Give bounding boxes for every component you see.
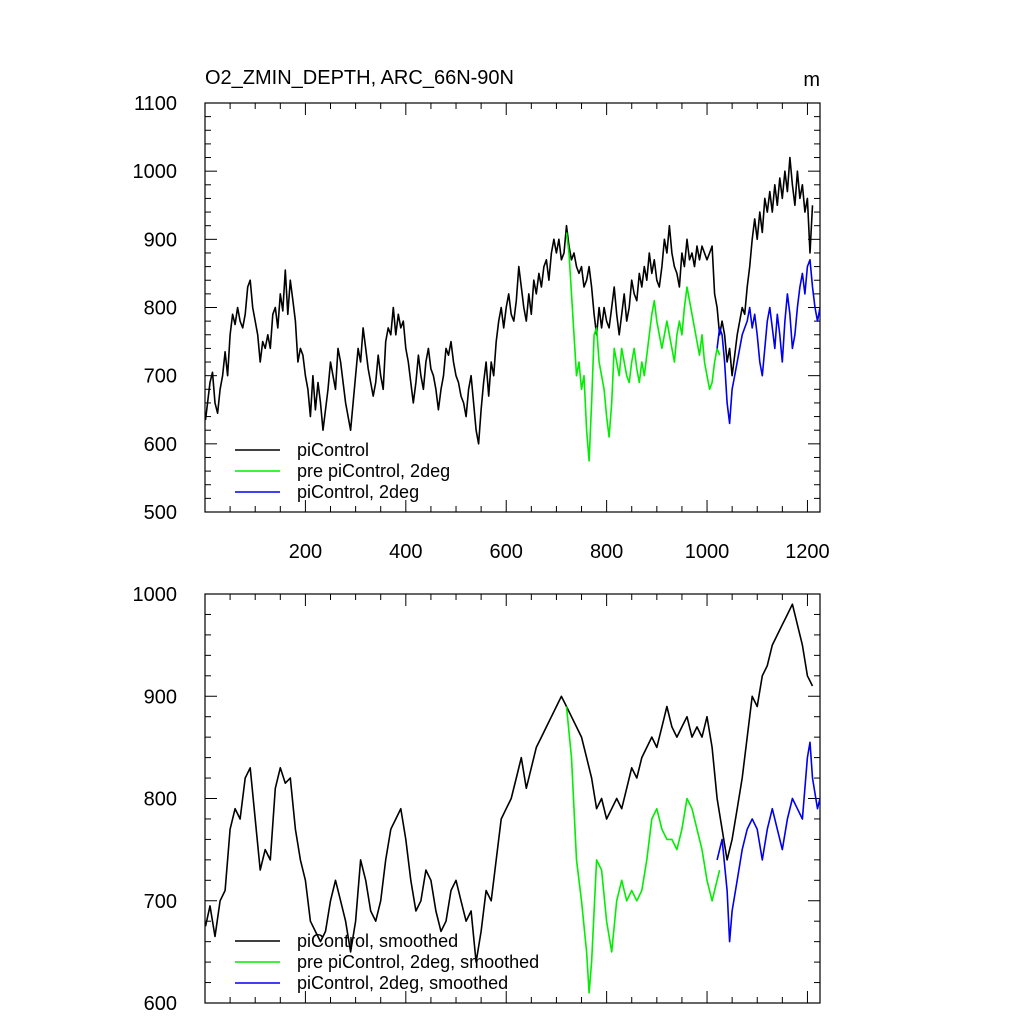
top-xtick-label: 600 [490,541,523,563]
top-xtick-label: 400 [389,541,422,563]
top-xtick-label: 1200 [785,541,830,563]
top-xtick-label: 200 [289,541,322,563]
top-ytick-label: 800 [144,298,177,320]
top-series-group [205,156,820,462]
bottom-legend-label: piControl, 2deg, smoothed [297,973,508,993]
chart-title: O2_ZMIN_DEPTH, ARC_66N-90N [205,67,514,89]
top-series-line-1 [565,232,721,462]
bottom-ytick-label: 600 [144,993,177,1015]
top-ytick-label: 900 [144,229,177,251]
bottom-series-group [205,603,820,994]
bottom-legend-label: piControl, smoothed [297,931,458,951]
top-ytick-label: 1000 [133,161,178,183]
top-panel: 500 600 700 800 900 1000 1100 200 400 600 800 1000 1… [133,93,830,563]
bottom-series-line-1 [565,706,721,994]
top-legend-label: piControl, 2deg [297,482,419,502]
bottom-series-line-0 [205,603,814,963]
top-ytick-label: 1100 [134,93,177,115]
bottom-ytick-label: 1000 [133,584,178,606]
top-xtick-label: 800 [590,541,623,563]
top-series-line-0 [205,156,814,445]
top-ytick-label: 600 [144,434,177,456]
top-legend-label: piControl [297,440,369,460]
bottom-legend-label: pre piControl, 2deg, smoothed [297,952,539,972]
top-series-line-2 [716,259,820,425]
bottom-axis-ticks: 600 700 800 900 1000 [133,584,820,1015]
bottom-ytick-label: 900 [144,686,177,708]
top-legend-label: pre piControl, 2deg [297,461,450,481]
top-ytick-label: 500 [144,502,177,524]
top-xtick-label: 1000 [685,541,730,563]
top-axis-ticks: 500 600 700 800 900 1000 1100 200 400 600 800 1000 1… [133,93,830,563]
bottom-series-line-2 [716,741,820,943]
units-label: m [803,69,820,91]
bottom-ytick-label: 700 [144,891,177,913]
top-ytick-label: 700 [144,366,177,388]
bottom-ytick-label: 800 [144,789,177,811]
bottom-panel: 600 700 800 900 1000 piControl, smoothedpre … [133,584,821,1015]
